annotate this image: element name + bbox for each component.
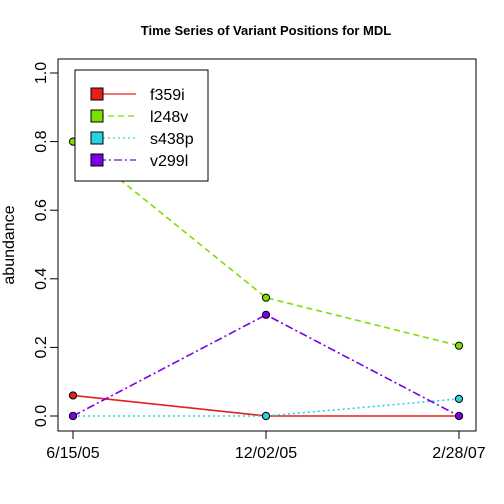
data-point xyxy=(68,411,78,421)
data-point xyxy=(454,411,464,421)
y-tick-label: 0.2 xyxy=(33,336,50,358)
legend-label: s438p xyxy=(150,131,194,148)
legend-swatch xyxy=(90,87,104,101)
legend-swatch xyxy=(90,109,104,123)
series-v299l xyxy=(68,310,464,421)
legend: f359i l248v s438p v299l xyxy=(74,69,209,182)
legend-entry: v299l xyxy=(90,153,188,170)
y-tick-label: 0.4 xyxy=(33,268,50,290)
x-tick-label: 6/15/05 xyxy=(46,445,99,462)
legend-label: f359i xyxy=(150,87,185,104)
legend-entry: f359i xyxy=(90,87,185,104)
legend-swatch xyxy=(90,131,104,145)
y-axis-label: abundance xyxy=(1,205,18,284)
legend-entry: l248v xyxy=(90,109,188,126)
series-line xyxy=(72,140,460,347)
legend-entry: s438p xyxy=(90,131,194,148)
y-tick-label: 0.0 xyxy=(33,405,50,427)
y-axis: 0.0 0.2 0.4 0.6 0.8 1.0 xyxy=(33,62,59,427)
data-point xyxy=(261,411,271,421)
data-point xyxy=(261,293,271,302)
legend-swatch xyxy=(90,153,104,167)
data-point xyxy=(454,341,464,350)
data-point xyxy=(454,394,464,403)
legend-label: v299l xyxy=(150,153,188,170)
y-tick-label: 1.0 xyxy=(33,62,50,84)
x-tick-label: 2/28/07 xyxy=(432,445,485,462)
x-axis: 6/15/05 12/02/05 2/28/07 xyxy=(46,430,486,462)
y-tick-label: 0.8 xyxy=(33,130,50,152)
data-point xyxy=(261,310,271,319)
chart-title: Time Series of Variant Positions for MDL xyxy=(141,23,391,38)
y-tick-label: 0.6 xyxy=(33,199,50,221)
x-tick-label: 12/02/05 xyxy=(235,445,297,462)
legend-label: l248v xyxy=(150,109,188,126)
series-line xyxy=(72,313,460,417)
data-point xyxy=(68,391,78,400)
